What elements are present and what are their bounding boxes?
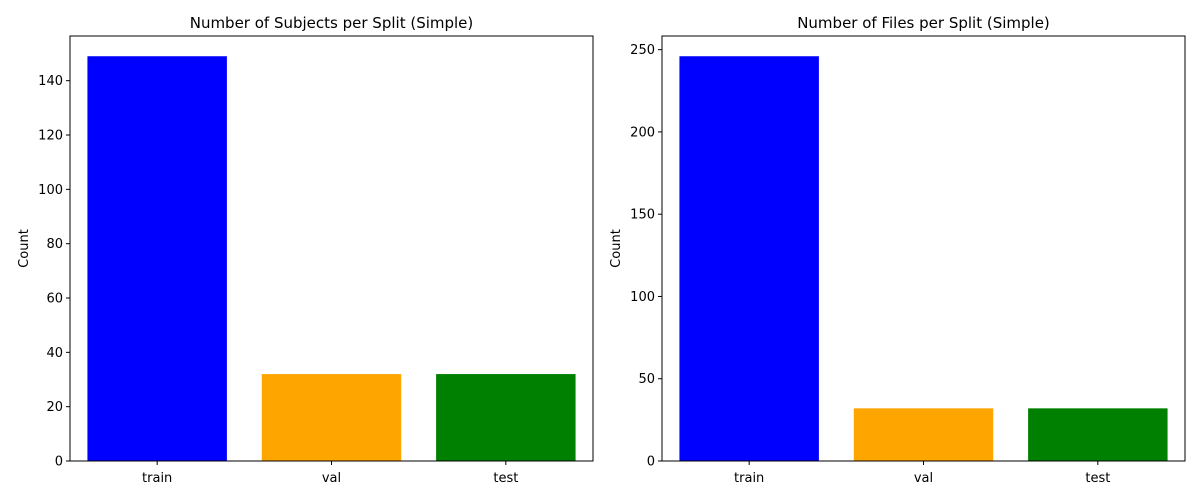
x-tick-label-train: train bbox=[142, 471, 172, 486]
bar-val bbox=[853, 408, 994, 461]
y-tick-label: 40 bbox=[46, 346, 63, 361]
y-tick-label: 0 bbox=[647, 455, 655, 470]
bar-train bbox=[679, 56, 819, 461]
bar-val bbox=[261, 374, 402, 461]
bar-test bbox=[436, 374, 576, 461]
x-tick-label-test: test bbox=[493, 471, 518, 486]
y-tick-label: 150 bbox=[630, 208, 655, 223]
chart-title: Number of Files per Split (Simple) bbox=[797, 14, 1050, 32]
y-tick-label: 100 bbox=[38, 183, 63, 198]
bar-test bbox=[1028, 408, 1168, 461]
y-tick-label: 50 bbox=[638, 372, 655, 387]
y-axis-label: Count bbox=[609, 229, 624, 268]
y-tick-label: 120 bbox=[38, 129, 63, 144]
x-tick-label-val: val bbox=[914, 471, 933, 486]
y-tick-label: 0 bbox=[55, 455, 63, 470]
y-tick-label: 140 bbox=[38, 74, 63, 89]
y-tick-label: 60 bbox=[46, 292, 63, 307]
x-tick-label-test: test bbox=[1085, 471, 1110, 486]
bar-train bbox=[87, 56, 227, 461]
y-tick-label: 250 bbox=[630, 43, 655, 58]
y-tick-label: 20 bbox=[46, 400, 63, 415]
x-tick-label-val: val bbox=[322, 471, 341, 486]
y-tick-label: 200 bbox=[630, 125, 655, 140]
y-tick-label: 100 bbox=[630, 290, 655, 305]
y-axis-label: Count bbox=[17, 229, 32, 268]
x-tick-label-train: train bbox=[734, 471, 764, 486]
files-chart-panel: 0 50 100 150 200 250 train val test Number of Fil… bbox=[609, 14, 1186, 486]
chart-title: Number of Subjects per Split (Simple) bbox=[190, 14, 474, 32]
y-tick-label: 80 bbox=[46, 237, 63, 252]
subjects-chart-panel: 0 20 40 60 80 100 120 140 train val test Number of … bbox=[17, 14, 594, 486]
